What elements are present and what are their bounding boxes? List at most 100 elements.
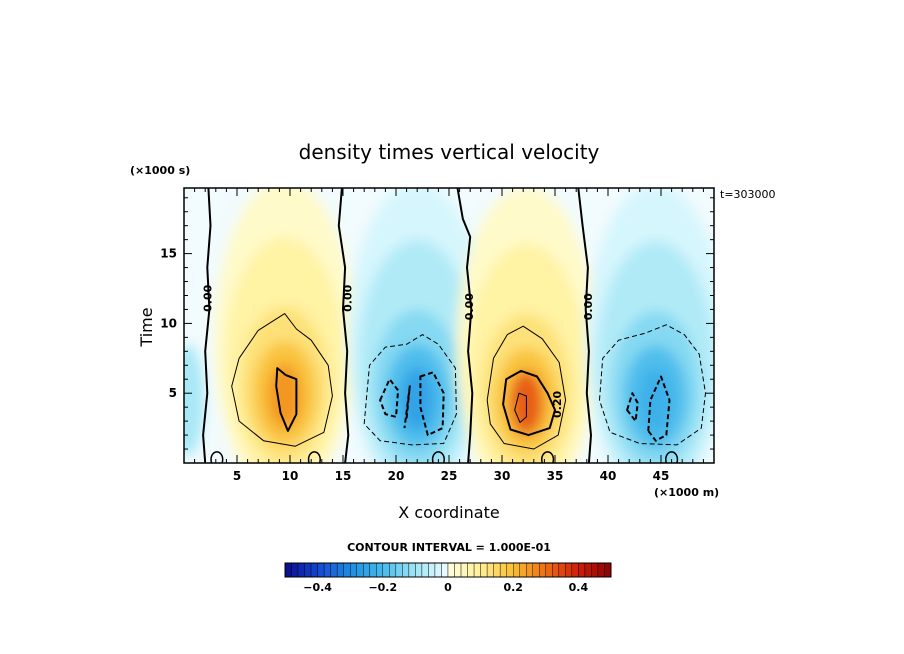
- contour-lines: [202, 188, 706, 463]
- x-tick-label-35: 35: [547, 469, 564, 483]
- x-tick-label-15: 15: [335, 469, 352, 483]
- field-blobs: [184, 188, 714, 463]
- contour-neg-2-b: [647, 375, 671, 442]
- colorbar-cell-44: [571, 562, 579, 578]
- colorbar-cell-15: [382, 562, 390, 578]
- contour-label-1: 0.00: [341, 284, 354, 311]
- x-tick-label-40: 40: [600, 469, 617, 483]
- colorbar-cell-47: [591, 562, 599, 578]
- x-tick-label-45: 45: [653, 469, 670, 483]
- colorbar-cell-2: [297, 562, 305, 578]
- colorbar-cell-27: [460, 562, 468, 578]
- bottom-loop-2: [431, 451, 445, 463]
- y-axis-label: Time: [137, 307, 156, 347]
- contour-pos-2: [486, 325, 567, 450]
- colorbar-cell-19: [408, 562, 416, 578]
- colorbar-cell-16: [389, 562, 397, 578]
- colorbar-cell-6: [323, 562, 331, 578]
- colorbar-cell-11: [356, 562, 364, 578]
- colorbar-cell-31: [486, 562, 494, 578]
- colorbar-cell-33: [499, 562, 507, 578]
- colorbar-cell-25: [447, 562, 455, 578]
- colorbar-cell-12: [363, 562, 370, 578]
- contour-neg-1-c: [419, 371, 445, 437]
- x-axis: 5 10 15 20 25 30 35 40 45: [183, 188, 715, 483]
- contour-neg-2: [599, 324, 706, 446]
- bottom-loop-4: [665, 451, 679, 463]
- colorbar-cell-49: [604, 562, 612, 578]
- contour-labels: 0.00 0.00 0.00 0.00 0.20: [201, 284, 595, 418]
- colorbar-cell-46: [584, 562, 592, 578]
- zero-line-1: [202, 188, 212, 463]
- colorbar-cell-34: [506, 562, 514, 578]
- field-blob-1-4: [400, 366, 435, 431]
- contour-pos-2-mid: [502, 369, 556, 437]
- x-tick-label-5: 5: [233, 469, 241, 483]
- zero-line-3: [456, 188, 474, 463]
- colorbar-cell-30: [480, 562, 488, 578]
- colorbar-cell-39: [539, 562, 547, 578]
- colorbar-cell-3: [304, 562, 312, 578]
- contour-neg-1-a: [379, 378, 400, 418]
- colorbar-cell-45: [578, 562, 586, 578]
- colorbar-cell-14: [376, 562, 383, 578]
- contour-pos-2-inner: [514, 392, 527, 423]
- field-fill: [184, 188, 714, 463]
- colorbar-cell-32: [493, 562, 501, 578]
- colorbar-cell-28: [467, 562, 475, 578]
- colorbar-cell-36: [519, 562, 527, 578]
- colorbar-cell-0: [284, 562, 292, 578]
- colorbar-cell-40: [545, 562, 553, 578]
- colorbar-cell-23: [434, 562, 442, 578]
- x-unit-label: (×1000 m): [654, 486, 719, 499]
- y-tick-label-10: 10: [160, 316, 177, 330]
- colorbar-cell-10: [350, 562, 357, 578]
- y-tick-label-15: 15: [160, 247, 177, 261]
- colorbar-cell-8: [336, 562, 344, 578]
- colorbar-cell-9: [343, 562, 351, 578]
- colorbar-cell-48: [597, 562, 605, 578]
- x-tick-label-20: 20: [388, 469, 405, 483]
- colorbar-cell-26: [454, 562, 462, 578]
- bottom-loop-0: [210, 451, 224, 463]
- contour-neg-1: [363, 334, 457, 446]
- contour-label-2: 0.00: [463, 293, 476, 320]
- x-tick-label-10: 10: [282, 469, 299, 483]
- time-stamp: t=303000: [720, 188, 776, 201]
- contour-label-0: 0.00: [201, 284, 214, 311]
- contour-label-3: 0.00: [582, 293, 595, 320]
- bottom-loop-3: [541, 451, 555, 463]
- colorbar-cell-1: [291, 562, 299, 578]
- colorbar-cell-5: [317, 562, 325, 578]
- y-tick-label-5: 5: [169, 386, 177, 400]
- colorbar: −0.4 −0.2 0 0.2 0.4: [284, 562, 612, 594]
- colorbar-cell-4: [310, 562, 318, 578]
- colorbar-cell-22: [428, 562, 436, 578]
- colorbar-cell-41: [552, 562, 560, 578]
- bottom-loop-1: [307, 451, 321, 463]
- y-unit-label: (×1000 s): [130, 164, 190, 177]
- chart-title: density times vertical velocity: [299, 140, 600, 164]
- colorbar-cell-20: [415, 562, 423, 578]
- colorbar-cell-42: [558, 562, 566, 578]
- y-axis: 5 10 15: [160, 197, 714, 464]
- zero-line-2: [337, 188, 350, 463]
- colorbar-tick-label-1: −0.2: [368, 581, 397, 594]
- x-tick-label-30: 30: [494, 469, 511, 483]
- contour-interval-label: CONTOUR INTERVAL = 1.000E-01: [347, 541, 551, 554]
- field-blob-edge: [184, 344, 205, 457]
- contour-pos-1: [231, 313, 333, 447]
- zero-line-4: [577, 188, 592, 463]
- contour-pos-1-inner: [275, 367, 298, 432]
- colorbar-cell-37: [526, 562, 533, 578]
- colorbar-cell-29: [473, 562, 481, 578]
- colorbar-frame: [284, 562, 612, 578]
- colorbar-cell-17: [395, 562, 403, 578]
- colorbar-tick-label-2: 0: [444, 581, 452, 594]
- colorbar-cell-21: [421, 562, 429, 578]
- colorbar-cell-24: [441, 562, 449, 578]
- colorbar-cell-13: [369, 562, 377, 578]
- x-axis-label: X coordinate: [398, 503, 499, 522]
